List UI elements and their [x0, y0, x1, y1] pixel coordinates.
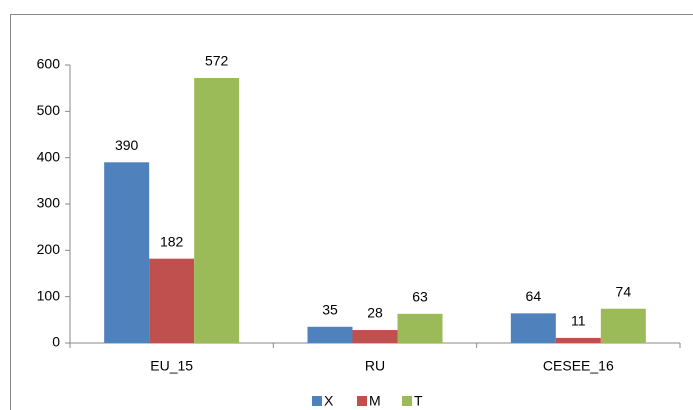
y-tick-label: 100: [37, 287, 61, 303]
legend-swatch: [357, 396, 367, 406]
bar: [149, 258, 195, 343]
legend-swatch: [312, 396, 322, 406]
data-label: 74: [616, 283, 632, 299]
bar: [104, 162, 150, 343]
x-tick-label: EU_15: [150, 358, 193, 374]
y-tick-label: 500: [37, 102, 61, 118]
bar: [194, 77, 240, 344]
data-label: 182: [160, 233, 184, 249]
legend-label: M: [369, 393, 381, 409]
y-tick-label: 600: [37, 56, 61, 72]
data-label: 35: [322, 301, 338, 317]
bar: [397, 313, 443, 343]
data-label: 572: [205, 53, 229, 69]
data-label: 64: [526, 288, 542, 304]
x-tick-label: RU: [365, 358, 385, 374]
y-tick-label: 400: [37, 148, 61, 164]
data-label: 11: [571, 313, 586, 329]
bar: [352, 330, 398, 343]
legend-label: T: [414, 393, 423, 409]
bar: [307, 326, 353, 343]
legend-swatch: [402, 396, 412, 406]
y-tick-label: 0: [52, 334, 60, 350]
data-label: 28: [367, 305, 383, 321]
y-tick-label: 300: [37, 195, 61, 211]
bar: [600, 308, 646, 343]
y-tick-label: 200: [37, 241, 61, 257]
data-label: 390: [115, 137, 139, 153]
bar: [510, 313, 556, 343]
data-label: 63: [412, 289, 428, 305]
bar: [555, 337, 601, 343]
legend-label: X: [324, 393, 334, 409]
x-tick-label: CESEE_16: [543, 358, 614, 374]
chart-frame: [10, 14, 693, 410]
